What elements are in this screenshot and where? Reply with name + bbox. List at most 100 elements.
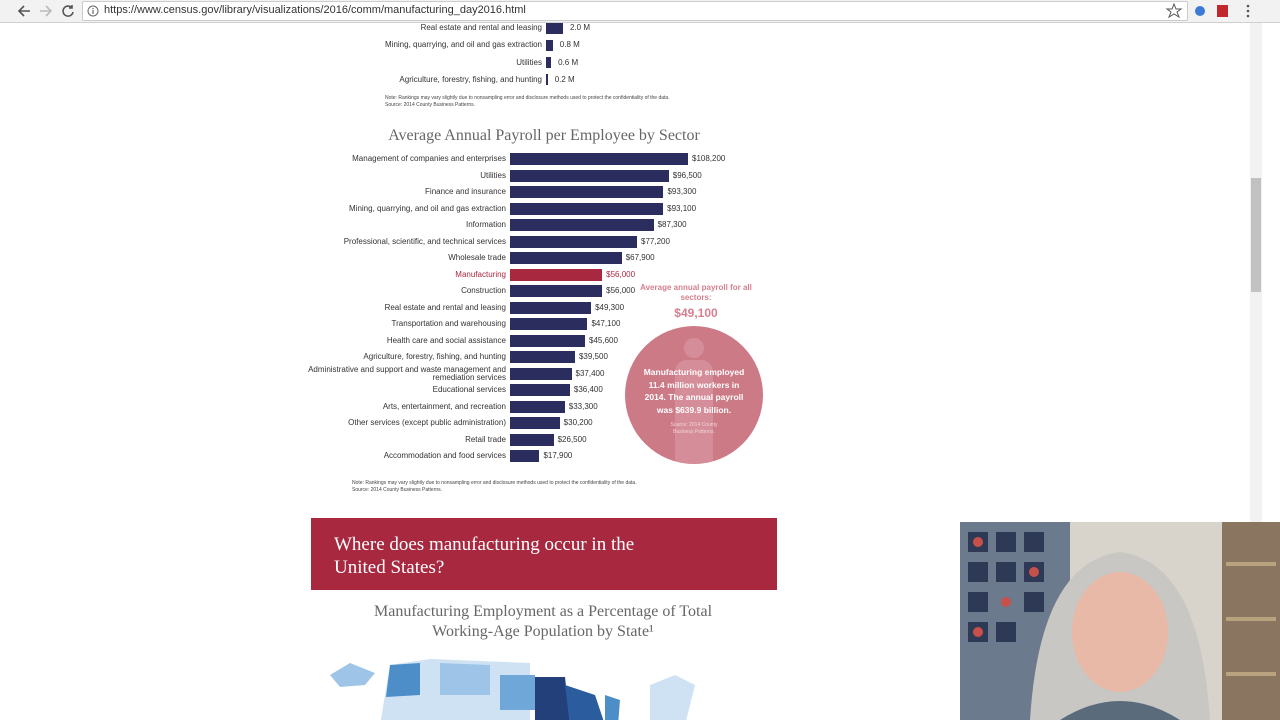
- category-label: Professional, scientific, and technical …: [343, 236, 506, 246]
- category-label: Mining, quarrying, and oil and gas extra…: [349, 203, 506, 213]
- category-label: Manufacturing: [455, 269, 506, 279]
- forward-button[interactable]: [40, 5, 53, 17]
- value-label: $93,100: [667, 203, 697, 213]
- category-label: Finance and insurance: [425, 187, 506, 196]
- category-label: Mining, quarrying, and oil and gas extra…: [385, 40, 542, 50]
- reload-button[interactable]: [62, 5, 74, 17]
- value-label: $108,200: [692, 154, 726, 163]
- bar: [510, 433, 554, 446]
- category-label: Construction: [461, 286, 506, 295]
- map-title: Manufacturing Employment as a Percentage…: [373, 603, 713, 640]
- value-label: 0.6 M: [558, 57, 579, 67]
- value-label: $39,500: [578, 352, 608, 361]
- value-label: $56,000: [606, 286, 636, 295]
- category-label: Real estate and rental and leasing: [420, 23, 542, 32]
- value-label: $37,400: [575, 368, 605, 378]
- bar: [546, 39, 553, 51]
- value-label: 2.0 M: [570, 23, 591, 32]
- category-label: Transportation and warehousing: [391, 319, 506, 328]
- category-label: Information: [465, 220, 506, 229]
- browser-toolbar: https://www.census.gov/library/visualiza…: [0, 0, 1280, 23]
- value-label: $49,300: [595, 302, 625, 312]
- menu-button[interactable]: [1246, 14, 1250, 18]
- bar: [510, 153, 688, 165]
- value-label: $56,000: [606, 269, 636, 279]
- value-label: 0.2 M: [554, 74, 575, 84]
- info-icon: [87, 5, 99, 17]
- bar: [510, 450, 540, 462]
- bar: [510, 252, 622, 264]
- value-label: $96,500: [672, 170, 702, 180]
- chart-source: Source: 2014 County Business Patterns.: [385, 102, 476, 108]
- bar: [510, 235, 637, 248]
- bar: [510, 186, 664, 198]
- value-label: $77,200: [641, 236, 670, 246]
- state-map: [330, 659, 695, 720]
- category-label: Agriculture, forestry, fishing, and hunt…: [363, 352, 506, 361]
- person-silhouette-head: [684, 338, 704, 358]
- back-button[interactable]: [17, 5, 30, 17]
- webcam-overlay: [960, 522, 1280, 720]
- bar: [510, 169, 669, 182]
- section-heading: Where does manufacturing occur in the Un…: [334, 534, 635, 578]
- category-label: Management of companies and enterprises: [352, 154, 506, 163]
- scrollbar-thumb[interactable]: [1251, 178, 1261, 292]
- value-label: $45,600: [589, 335, 618, 345]
- value-label: $17,900: [543, 451, 573, 460]
- callout-circle: Manufacturing employed 11.4 million work…: [625, 326, 763, 464]
- chart-title: Average Annual Payroll per Employee by S…: [388, 127, 700, 144]
- bar: [510, 384, 570, 396]
- extension-icon[interactable]: [1217, 5, 1228, 17]
- callout-source: Source: 2014 County Business Patterns.: [670, 422, 718, 435]
- category-label: Utilities: [516, 57, 542, 67]
- value-label: $26,500: [557, 434, 587, 444]
- toolbar-icons: [1165, 2, 1250, 19]
- value-label: $36,400: [573, 385, 603, 394]
- category-label: Educational services: [432, 385, 506, 394]
- bar: [510, 301, 592, 314]
- chart-note: Note: Rankings may vary slightly due to …: [352, 480, 637, 486]
- bar: [510, 219, 654, 231]
- url: https://www.census.gov/library/visualiza…: [104, 4, 526, 16]
- category-label: Agriculture, forestry, fishing, and hunt…: [399, 74, 542, 84]
- value-label: $47,100: [591, 319, 621, 328]
- chart-source: Source: 2014 County Business Patterns.: [352, 487, 443, 493]
- category-label: Wholesale trade: [448, 253, 506, 262]
- category-label: Other services (except public administra…: [348, 418, 506, 427]
- callout-value: $49,100: [674, 306, 718, 320]
- bar: [546, 74, 548, 86]
- category-label: Real estate and rental and leasing: [384, 302, 506, 312]
- bookmark-star[interactable]: [1165, 2, 1183, 19]
- bar: [546, 23, 563, 34]
- value-label: $67,900: [625, 253, 655, 262]
- value-label: $30,200: [563, 418, 593, 427]
- bar: [510, 268, 603, 281]
- value-label: 0.8 M: [559, 40, 580, 50]
- bar: [510, 367, 572, 380]
- bar: [510, 285, 603, 297]
- person-silhouette-body: [675, 360, 713, 464]
- page-content: Real estate and rental and leasing 2.0 M M…: [0, 23, 1248, 720]
- bar: [510, 351, 575, 363]
- category-label: Retail trade: [465, 434, 506, 444]
- category-label: Administrative and support and waste man…: [308, 364, 506, 382]
- value-label: $93,300: [667, 187, 697, 196]
- category-label: Arts, entertainment, and recreation: [382, 401, 506, 411]
- bar: [510, 334, 586, 347]
- category-label: Utilities: [480, 170, 506, 180]
- bar: [510, 417, 560, 429]
- nav-buttons: [17, 5, 74, 17]
- address-bar[interactable]: https://www.census.gov/library/visualiza…: [82, 1, 1188, 21]
- extension-icon[interactable]: [1195, 6, 1205, 16]
- value-label: $87,300: [657, 220, 687, 229]
- bar: [510, 318, 588, 330]
- bar: [510, 400, 565, 413]
- callout-heading: Average annual payroll for all sectors:: [640, 283, 752, 302]
- chart-note: Note: Rankings may vary slightly due to …: [385, 95, 670, 101]
- category-label: Health care and social assistance: [386, 335, 506, 345]
- bar: [510, 202, 664, 215]
- section-banner: Where does manufacturing occur in the Un…: [311, 518, 777, 590]
- value-label: $33,300: [568, 401, 598, 411]
- callout-text: Manufacturing employed 11.4 million work…: [643, 367, 745, 415]
